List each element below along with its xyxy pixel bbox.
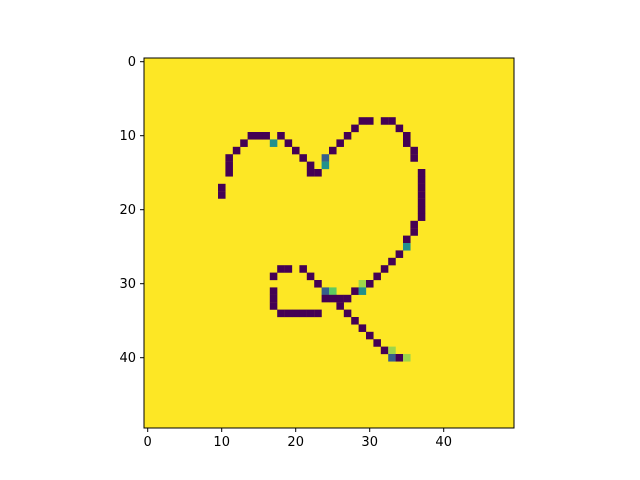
heatmap-cell — [269, 294, 278, 303]
heatmap-cell — [321, 161, 330, 170]
heatmap-cell — [269, 272, 278, 281]
heatmap-cell — [306, 161, 315, 170]
heatmap-cell — [218, 183, 226, 192]
heatmap-cell — [306, 272, 315, 281]
heatmap-cell — [351, 124, 359, 133]
heatmap-cell — [343, 309, 352, 318]
heatmap-cell — [321, 154, 330, 162]
heatmap-cell — [277, 132, 285, 140]
heatmap-cell — [218, 191, 226, 199]
x-tick-label: 30 — [361, 435, 378, 450]
y-tick-label: 20 — [119, 203, 136, 218]
heatmap-cell — [292, 309, 300, 318]
heatmap-cell — [336, 294, 344, 303]
heatmap-cell — [343, 132, 352, 140]
heatmap-cell — [336, 302, 344, 310]
heatmap-cell — [366, 117, 374, 125]
heatmap-cell — [366, 331, 374, 340]
heatmap-cell — [343, 294, 352, 303]
heatmap-cell — [380, 117, 389, 125]
heatmap-cell — [255, 132, 263, 140]
heatmap-cell — [351, 317, 359, 325]
heatmap-cell — [410, 146, 418, 155]
heatmap-cell — [269, 139, 278, 147]
heatmap-cell — [373, 272, 381, 281]
heatmap-cell — [395, 250, 404, 258]
heatmap-cell — [262, 132, 270, 140]
heatmap-cell — [321, 294, 330, 303]
heatmap-cell — [306, 169, 315, 177]
x-tick-label: 0 — [144, 435, 152, 450]
heatmap-cell — [306, 309, 315, 318]
heatmap-cell — [336, 139, 344, 147]
heatmap-background — [144, 58, 514, 428]
x-tick-label: 20 — [287, 435, 304, 450]
heatmap-cell — [314, 280, 322, 288]
heatmap-cell — [329, 294, 337, 303]
heatmap-cell — [388, 346, 396, 355]
heatmap-cell — [395, 124, 404, 133]
heatmap-cell — [403, 132, 411, 140]
x-tick-label: 10 — [213, 435, 230, 450]
heatmap-cell — [388, 354, 396, 362]
heatmap-cell — [417, 169, 426, 177]
heatmap-cell — [410, 154, 418, 162]
y-tick-label: 0 — [128, 55, 136, 70]
heatmap-cell — [292, 146, 300, 155]
heatmap-cell — [225, 169, 233, 177]
heatmap-cell — [358, 280, 367, 288]
heatmap-cell — [232, 146, 241, 155]
heatmap-cell — [277, 265, 285, 273]
heatmap-cell — [403, 243, 411, 251]
heatmap-cell — [269, 287, 278, 295]
heatmap-cell — [410, 220, 418, 229]
heatmap-cell — [380, 346, 389, 355]
y-tick-label: 30 — [119, 277, 136, 292]
heatmap-cell — [388, 117, 396, 125]
heatmap-cells — [144, 58, 514, 428]
heatmap-cell — [314, 309, 322, 318]
heatmap-cell — [358, 324, 367, 332]
heatmap-cell — [395, 354, 404, 362]
heatmap-cell — [373, 339, 381, 347]
heatmap-cell — [417, 213, 426, 221]
y-tick-label: 40 — [119, 351, 136, 366]
heatmap-cell — [329, 146, 337, 155]
heatmap-cell — [358, 117, 367, 125]
heatmap-cell — [417, 176, 426, 184]
axis-ticks: 0 10 20 30 40 0 10 20 30 40 — [119, 55, 452, 450]
heatmap-cell — [247, 132, 256, 140]
heatmap-cell — [417, 191, 426, 199]
heatmap-cell — [351, 287, 359, 295]
heatmap-cell — [284, 309, 293, 318]
heatmap-cell — [410, 228, 418, 236]
heatmap-cell — [388, 257, 396, 266]
heatmap-cell — [358, 287, 367, 295]
heatmap-cell — [403, 354, 411, 362]
heatmap-cell — [417, 198, 426, 207]
heatmap-cell — [417, 206, 426, 214]
y-tick-label: 10 — [119, 129, 136, 144]
heatmap-cell — [321, 287, 330, 295]
heatmap-cell — [225, 154, 233, 162]
heatmap-cell — [366, 280, 374, 288]
heatmap-cell — [299, 265, 307, 273]
heatmap-cell — [240, 139, 248, 147]
heatmap-cell — [403, 139, 411, 147]
heatmap-cell — [284, 265, 293, 273]
heatmap-cell — [225, 161, 233, 170]
heatmap-cell — [380, 265, 389, 273]
heatmap-cell — [417, 183, 426, 192]
heatmap-cell — [269, 302, 278, 310]
x-tick-label: 40 — [435, 435, 452, 450]
heatmap-cell — [329, 287, 337, 295]
heatmap-cell — [284, 139, 293, 147]
axes-frame — [143, 57, 515, 429]
heatmap-cell — [277, 309, 285, 318]
heatmap-cell — [403, 235, 411, 244]
heatmap-cell — [299, 309, 307, 318]
heatmap-cell — [314, 169, 322, 177]
heatmap-cell — [299, 154, 307, 162]
